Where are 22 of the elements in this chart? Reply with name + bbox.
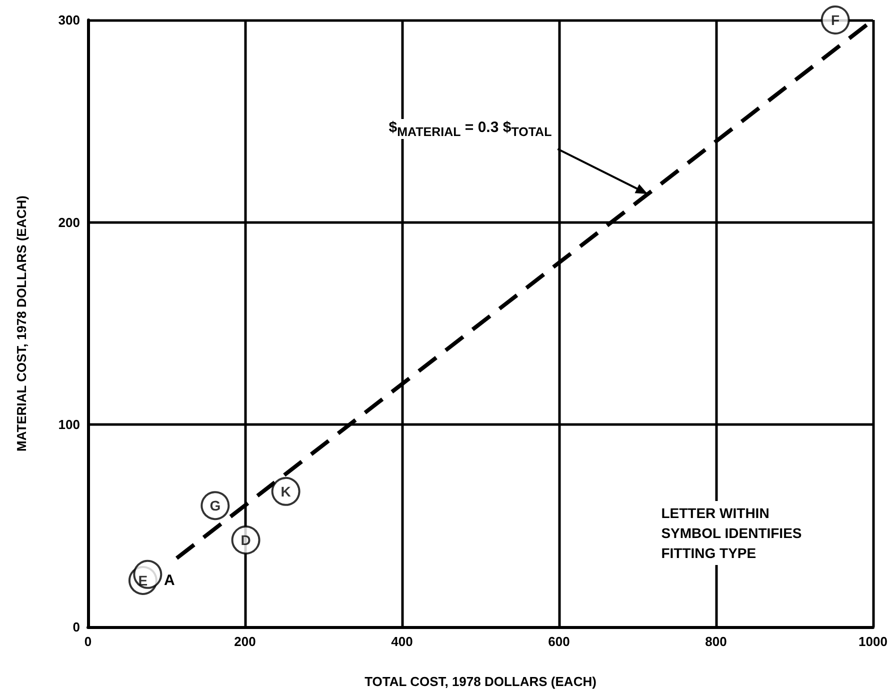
x-tick-label: 0 xyxy=(84,634,92,649)
x-axis-title: TOTAL COST, 1978 DOLLARS (EACH) xyxy=(364,674,596,689)
y-tick-label: 300 xyxy=(58,12,80,28)
point xyxy=(133,560,162,589)
annotation: $$_{MATERIAL}$ = 0.3 $$_{TOTAL}$ xyxy=(386,119,554,139)
annotation: A xyxy=(164,572,175,589)
x-tick-label: 200 xyxy=(234,634,256,649)
x-tick-label: 600 xyxy=(548,634,570,649)
y-tick-label: 200 xyxy=(58,214,80,230)
y-tick-label: 100 xyxy=(58,417,80,432)
x-tick-label: 800 xyxy=(705,634,727,649)
y-axis-title: MATERIAL COST, 1978 DOLLARS (EACH) xyxy=(14,196,29,452)
x-tick-label: 1000 xyxy=(858,634,888,649)
y-tick-label: 0 xyxy=(72,620,80,634)
annotation: LETTER WITHIN SYMBOL IDENTIFIES FITTING TYPE xyxy=(661,505,802,561)
data-label: G xyxy=(210,498,221,514)
data-label: K xyxy=(280,483,291,500)
data-label: E xyxy=(138,572,148,588)
x-tick-label: 400 xyxy=(391,634,413,649)
point xyxy=(820,6,850,34)
data-label: D xyxy=(240,532,251,548)
data-label: F xyxy=(831,12,840,28)
